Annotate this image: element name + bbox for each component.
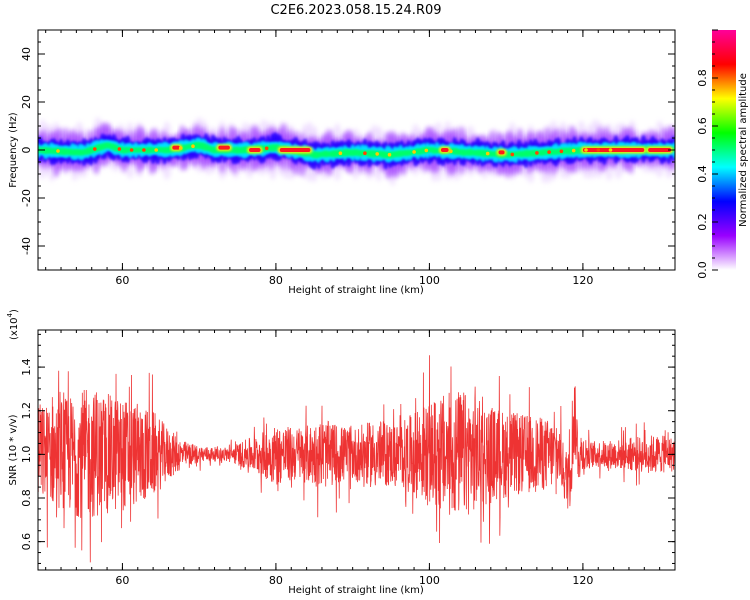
spectrogram-heatmap	[38, 117, 675, 186]
spectrogram-dot	[559, 149, 564, 154]
snr-y-label: SNR (10 * v/v)	[8, 414, 19, 485]
spectrogram-dot	[93, 147, 97, 151]
colorbar-tick-label: 0.8	[696, 69, 709, 87]
spectrogram-dot	[510, 152, 515, 157]
y-tick-label: 0	[20, 147, 33, 154]
snr-axes-frame	[37, 329, 676, 571]
spectrogram-peak	[249, 148, 261, 152]
y-tick-label: 0.6	[20, 533, 33, 551]
x-tick-label: 60	[115, 574, 129, 587]
spectrogram-peak	[279, 148, 311, 152]
spectrogram-dot	[375, 152, 380, 156]
x-tick-label: 100	[419, 274, 440, 287]
y-tick-label: -20	[20, 189, 33, 207]
x-tick-label: 80	[269, 274, 283, 287]
spectrogram-dot	[56, 149, 60, 153]
x-tick-label: 120	[572, 274, 593, 287]
spectrogram-dot	[412, 150, 416, 154]
spectrogram-dot	[535, 151, 539, 155]
spectrogram-dot	[584, 148, 588, 152]
spectrogram-y-ticks: 40 20 0 -20 -40	[20, 29, 675, 271]
spectrogram-peak	[172, 145, 180, 150]
y-tick-label: 40	[20, 47, 33, 61]
colorbar-gradient	[712, 30, 736, 270]
spectrogram-dot	[117, 147, 122, 151]
multiplier-close: )	[9, 309, 20, 313]
y-tick-label: -40	[20, 237, 33, 255]
snr-x-label: Height of straight line (km)	[288, 585, 424, 596]
spectrogram-y-label: Frequency (Hz)	[8, 112, 19, 188]
colorbar-tick-label: 0.2	[696, 213, 709, 231]
spectrogram-dot	[363, 151, 367, 155]
spectrogram-peak	[582, 148, 645, 152]
y-tick-label: 1.0	[20, 446, 33, 464]
snr-multiplier-label: (x104)	[6, 309, 20, 340]
spectrogram-dot	[485, 151, 490, 156]
spectrogram-peak	[218, 145, 230, 150]
spectrogram-dot	[264, 146, 269, 151]
colorbar: 0.0 0.2 0.4 0.6 0.8 Normalized spectral ampl…	[696, 29, 749, 279]
snr-y-ticks: 1.4 1.2 1.0 0.8 0.6	[20, 333, 675, 564]
x-tick-label: 80	[269, 574, 283, 587]
svg-text:(x104): (x104)	[6, 309, 20, 340]
spectrogram-dot	[596, 148, 601, 152]
y-tick-label: 20	[20, 95, 33, 109]
spectrogram-peak	[440, 148, 449, 152]
spectrogram-dot	[571, 148, 576, 153]
y-tick-label: 1.2	[20, 402, 33, 420]
multiplier-exponent: 4	[6, 312, 14, 317]
y-tick-label: 1.4	[20, 358, 33, 376]
spectrogram-dot	[178, 146, 183, 150]
y-tick-label: 0.8	[20, 489, 33, 507]
spectrogram-dot	[449, 149, 453, 154]
spectrogram-peak	[648, 148, 672, 152]
spectrogram-dot	[154, 148, 158, 152]
colorbar-tick-label: 0.6	[696, 117, 709, 135]
snr-panel: 60 80 100 120 1.4 1.2 1.0 0.8 0.6 Height of str…	[6, 309, 676, 596]
spectrogram-dot	[191, 144, 195, 148]
snr-series-line	[38, 355, 675, 563]
snr-x-ticks: 60 80 100 120	[45, 330, 676, 587]
spectrogram-x-ticks: 60 80 100 120	[45, 30, 676, 287]
x-tick-label: 120	[572, 574, 593, 587]
spectrogram-dot	[338, 151, 343, 155]
spectrogram-dot	[608, 148, 613, 152]
x-tick-label: 60	[115, 274, 129, 287]
spectrogram-dot	[129, 148, 134, 152]
spectrogram-dot	[142, 148, 146, 152]
spectrogram-x-label: Height of straight line (km)	[288, 285, 424, 296]
spectrogram-dot	[387, 152, 392, 157]
colorbar-tick-label: 0.4	[696, 165, 709, 183]
spectrogram-peak	[498, 150, 505, 155]
spectrogram-dot	[424, 148, 429, 153]
colorbar-tick-label: 0.0	[696, 261, 709, 279]
chart-title: C2E6.2023.058.15.24.R09	[270, 3, 441, 18]
multiplier-base: (x10	[9, 317, 20, 340]
spectrogram-dot	[547, 150, 551, 154]
x-tick-label: 100	[419, 574, 440, 587]
colorbar-label: Normalized spectral amplitude	[738, 73, 749, 227]
spectrogram-panel: 60 80 100 120 40 20 0 -20 -40 Height of straigh…	[8, 29, 676, 296]
colorbar-ticks: 0.0 0.2 0.4 0.6 0.8	[696, 29, 718, 279]
